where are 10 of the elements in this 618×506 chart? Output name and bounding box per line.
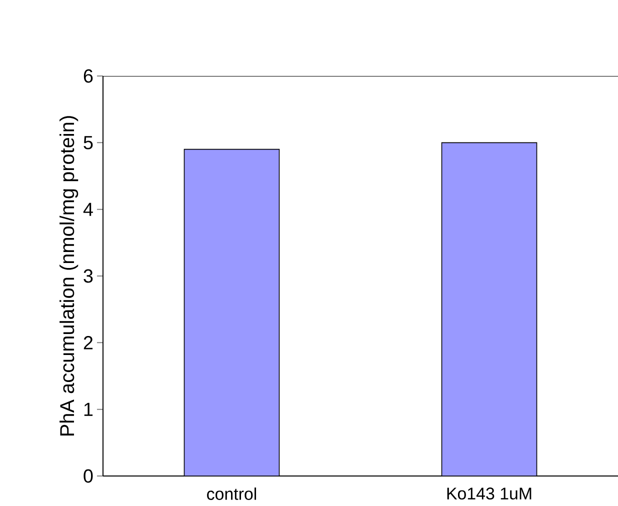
y-tick-label: 3 bbox=[84, 269, 93, 283]
y-tick-label: 0 bbox=[84, 469, 93, 483]
y-tick-label: 1 bbox=[84, 402, 93, 416]
y-axis-title: PhA accumulation (nmol/mg protein) bbox=[60, 116, 78, 436]
x-tick-label: Ko143 1uM bbox=[447, 488, 532, 500]
y-tick-label: 6 bbox=[84, 69, 93, 83]
y-tick-label: 2 bbox=[84, 336, 93, 350]
x-tick-label: control bbox=[207, 488, 256, 500]
y-tick-label: 4 bbox=[83, 202, 93, 216]
y-tick-label: 5 bbox=[84, 136, 93, 150]
